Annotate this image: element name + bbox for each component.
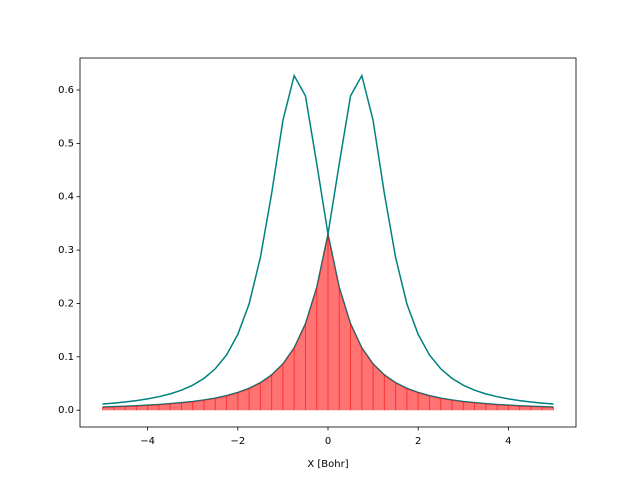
y-tick-label: 0.2: [58, 298, 74, 309]
y-tick-label: 0.5: [58, 138, 74, 149]
x-tick-label: −2: [230, 436, 245, 447]
x-tick-label: −4: [140, 436, 155, 447]
y-tick-label: 0.6: [58, 85, 74, 96]
y-tick-label: 0.3: [58, 245, 74, 256]
overlap-area: [102, 234, 554, 411]
x-tick-label: 2: [415, 436, 421, 447]
x-tick-label: 4: [505, 436, 511, 447]
y-tick-label: 0.1: [58, 352, 74, 363]
y-tick-label: 0.0: [58, 405, 74, 416]
y-tick-label: 0.4: [58, 192, 74, 203]
x-axis-label: X [Bohr]: [307, 459, 348, 470]
x-tick-label: 0: [325, 436, 331, 447]
